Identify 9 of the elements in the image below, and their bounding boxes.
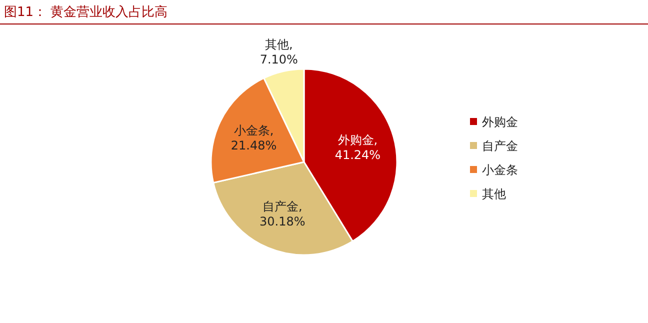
data-label: 小金条,21.48% [230,124,277,153]
legend-label: 小金条 [482,163,518,177]
text: 图11： 黄金营业收入占比高 [4,4,168,20]
data-label: 外购金,41.24% [334,132,381,162]
data-label: 其他,7.10% [260,37,298,66]
legend-label: 自产金 [482,139,518,153]
legend-label: 外购金 [482,115,518,129]
legend-label: 其他 [482,187,506,201]
data-label: 自产金,30.18% [260,199,306,228]
